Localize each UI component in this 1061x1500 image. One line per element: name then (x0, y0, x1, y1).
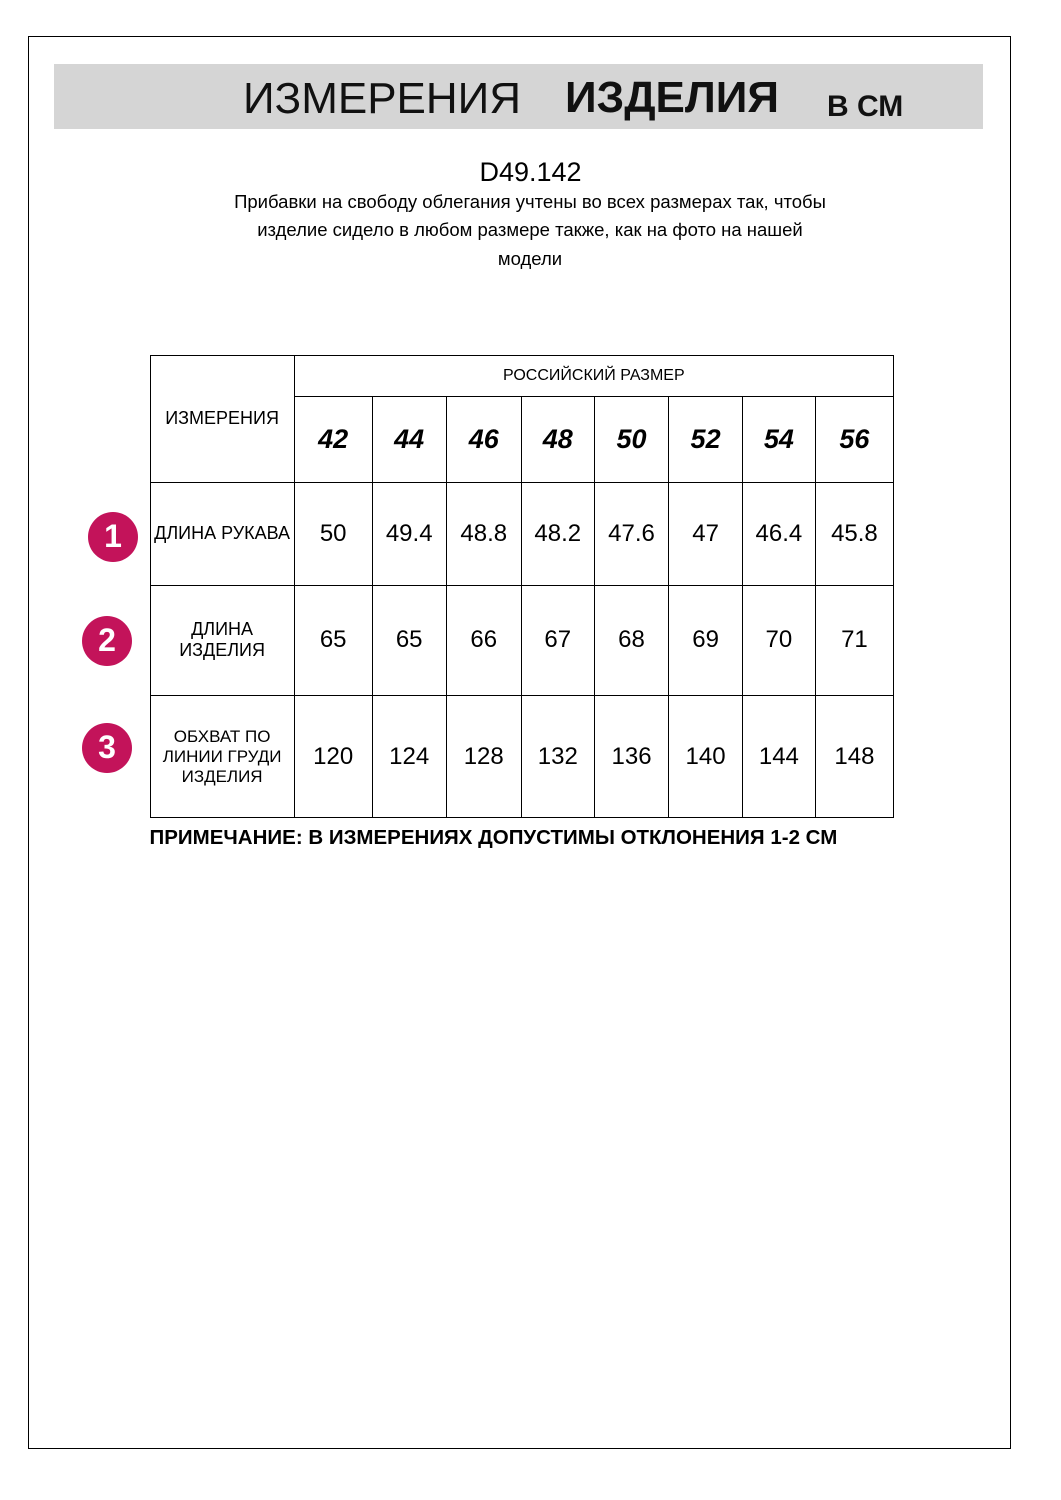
svg-text:3: 3 (98, 729, 116, 765)
svg-text:1: 1 (104, 518, 122, 554)
svg-text:2: 2 (98, 622, 116, 658)
